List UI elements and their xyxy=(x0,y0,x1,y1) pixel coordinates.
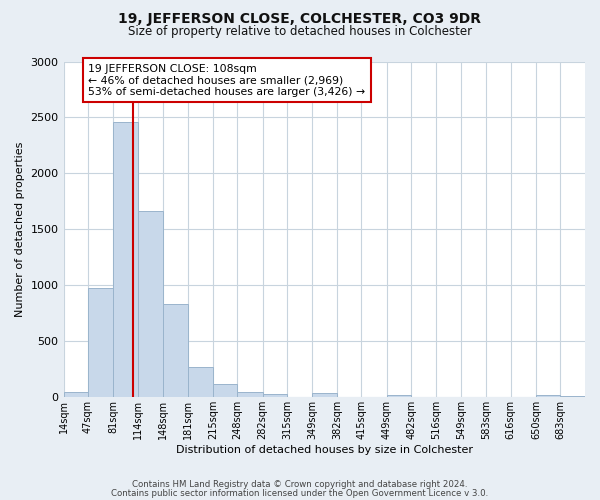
Bar xyxy=(536,395,560,398)
Bar xyxy=(287,396,313,398)
Text: Size of property relative to detached houses in Colchester: Size of property relative to detached ho… xyxy=(128,25,472,38)
Text: Contains HM Land Registry data © Crown copyright and database right 2024.: Contains HM Land Registry data © Crown c… xyxy=(132,480,468,489)
Text: 19 JEFFERSON CLOSE: 108sqm
← 46% of detached houses are smaller (2,969)
53% of s: 19 JEFFERSON CLOSE: 108sqm ← 46% of deta… xyxy=(88,64,365,97)
Bar xyxy=(386,395,411,398)
Bar xyxy=(138,212,163,398)
Bar xyxy=(64,392,88,398)
Bar xyxy=(560,396,585,398)
Bar xyxy=(213,384,238,398)
Bar xyxy=(88,288,113,398)
Text: Contains public sector information licensed under the Open Government Licence v : Contains public sector information licen… xyxy=(112,488,488,498)
Bar xyxy=(188,367,213,398)
Bar xyxy=(263,394,287,398)
Bar xyxy=(163,304,188,398)
Text: 19, JEFFERSON CLOSE, COLCHESTER, CO3 9DR: 19, JEFFERSON CLOSE, COLCHESTER, CO3 9DR xyxy=(119,12,482,26)
Bar xyxy=(313,393,337,398)
Bar xyxy=(238,392,263,398)
Bar xyxy=(113,122,138,398)
X-axis label: Distribution of detached houses by size in Colchester: Distribution of detached houses by size … xyxy=(176,445,473,455)
Y-axis label: Number of detached properties: Number of detached properties xyxy=(15,142,25,317)
